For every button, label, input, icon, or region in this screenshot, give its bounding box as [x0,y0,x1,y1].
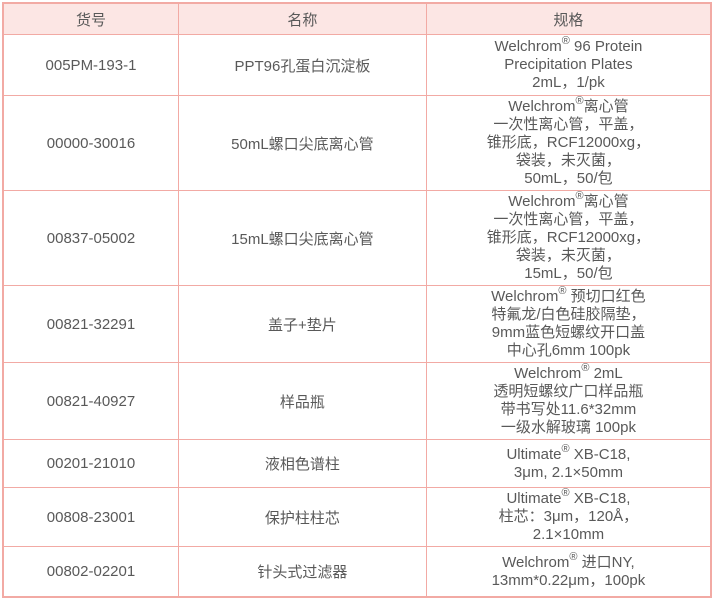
table-row: 00837-05002 15mL螺口尖底离心管 Welchrom®离心管 一次性离心管… [2,190,712,286]
table-row: 00821-40927 样品瓶 Welchrom® 2mL 透明短螺纹广口样品瓶 带书写… [2,362,712,440]
spec-line: 带书写处11.6*32mm [500,401,637,418]
spec-line: 2.1×10mm [532,526,605,543]
table-body: 005PM-193-1 PPT96孔蛋白沉淀板 Welchrom® 96 Prote… [2,34,712,598]
spec-line: Welchrom® 预切口红色 [491,285,646,306]
spec-line: 15mL，50/包 [524,265,613,282]
registered-trademark-symbol: ® [569,550,578,563]
cell-item-code: 00808-23001 [2,487,179,547]
spec-line: 一次性离心管，平盖， [493,116,644,133]
table-row: 00201-21010 液相色谱柱 Ultimate® XB-C18, 3μm, 2.… [2,439,712,488]
spec-line: 3μm, 2.1×50mm [513,463,623,481]
cell-item-code: 00821-32291 [2,285,179,363]
table-header: 货号 名称 规格 [2,2,712,35]
spec-line: 锥形底，RCF12000xg， [486,134,651,151]
cell-specification: Welchrom® 进口NY, 13mm*0.22μm，100pk [425,546,712,598]
column-header-name: 名称 [177,2,427,35]
table-header-row: 货号 名称 规格 [2,2,712,35]
spec-line: Welchrom® 进口NY, [502,550,635,571]
cell-product-name: PPT96孔蛋白沉淀板 [177,34,427,96]
cell-specification: Ultimate® XB-C18, 3μm, 2.1×50mm [425,439,712,488]
table-row: 00802-02201 针头式过滤器 Welchrom® 进口NY, 13mm*0.2… [2,546,712,598]
table-row: 00000-30016 50mL螺口尖底离心管 Welchrom®离心管 一次性离心管… [2,95,712,191]
registered-trademark-symbol: ® [561,487,570,499]
spec-line: 透明短螺纹广口样品瓶 [493,383,644,400]
spec-line: Welchrom®离心管 [508,95,629,116]
table-row: 00821-32291 盖子+垫片 Welchrom® 预切口红色 特氟龙/白色硅胶隔… [2,285,712,363]
spec-line: Welchrom®离心管 [508,190,629,211]
spec-line: 50mL，50/包 [524,170,613,187]
column-header-code: 货号 [2,2,179,35]
spec-line: 锥形底，RCF12000xg， [486,229,651,246]
spec-line: 一级水解玻璃 100pk [500,419,636,436]
spec-line: 一次性离心管，平盖， [493,211,644,228]
registered-trademark-symbol: ® [575,190,584,202]
spec-line: 中心孔6mm 100pk [506,342,631,359]
table-row: 00808-23001 保护柱柱芯 Ultimate® XB-C18, 柱芯：3μm，… [2,487,712,547]
cell-item-code: 00201-21010 [2,439,179,488]
spec-line: Welchrom® 96 Protein [494,35,643,56]
spec-line: 袋装，未灭菌， [515,247,621,264]
cell-specification: Welchrom® 预切口红色 特氟龙/白色硅胶隔垫， 9mm蓝色短螺纹开口盖 中心孔… [425,285,712,363]
spec-line: 2mL，1/pk [532,74,605,91]
cell-specification: Ultimate® XB-C18, 柱芯：3μm，120Å， 2.1×10mm [425,487,712,547]
cell-item-code: 00000-30016 [2,95,179,191]
spec-line: 柱芯：3μm，120Å， [498,508,639,525]
cell-specification: Welchrom® 2mL 透明短螺纹广口样品瓶 带书写处11.6*32mm 一级水解… [425,362,712,440]
table-row: 005PM-193-1 PPT96孔蛋白沉淀板 Welchrom® 96 Prote… [2,34,712,96]
cell-product-name: 15mL螺口尖底离心管 [177,190,427,286]
spec-line: Welchrom® 2mL [514,362,623,383]
cell-specification: Welchrom® 96 Protein Precipitation Plates… [425,34,712,96]
cell-product-name: 液相色谱柱 [177,439,427,488]
spec-line: Ultimate® XB-C18, [506,487,631,508]
cell-specification: Welchrom®离心管 一次性离心管，平盖， 锥形底，RCF12000xg， 袋装，… [425,190,712,286]
cell-product-name: 盖子+垫片 [177,285,427,363]
column-header-spec: 规格 [425,2,712,35]
cell-item-code: 00802-02201 [2,546,179,598]
registered-trademark-symbol: ® [558,285,567,297]
cell-item-code: 00837-05002 [2,190,179,286]
registered-trademark-symbol: ® [561,442,570,455]
cell-item-code: 00821-40927 [2,362,179,440]
spec-line: Precipitation Plates [504,56,633,73]
spec-line: Ultimate® XB-C18, [506,442,631,463]
cell-product-name: 保护柱柱芯 [177,487,427,547]
registered-trademark-symbol: ® [561,35,570,47]
spec-line: 9mm蓝色短螺纹开口盖 [491,324,646,341]
registered-trademark-symbol: ® [581,362,590,374]
cell-specification: Welchrom®离心管 一次性离心管，平盖， 锥形底，RCF12000xg， 袋装，… [425,95,712,191]
cell-product-name: 50mL螺口尖底离心管 [177,95,427,191]
spec-line: 特氟龙/白色硅胶隔垫， [491,306,646,323]
registered-trademark-symbol: ® [575,95,584,107]
spec-line: 13mm*0.22μm，100pk [491,571,646,589]
spec-line: 袋装，未灭菌， [515,152,621,169]
cell-product-name: 针头式过滤器 [177,546,427,598]
cell-product-name: 样品瓶 [177,362,427,440]
cell-item-code: 005PM-193-1 [2,34,179,96]
